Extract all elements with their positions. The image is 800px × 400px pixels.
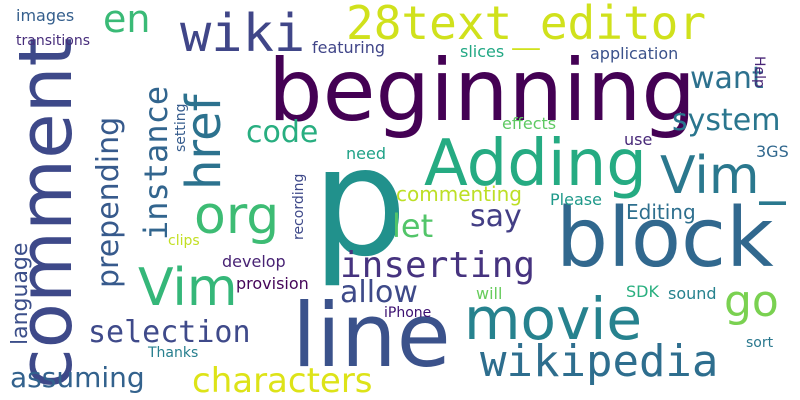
word-prepending: prepending: [91, 116, 126, 288]
word-sort: sort: [746, 335, 774, 351]
word-selection: selection: [88, 315, 251, 350]
word-vim: Vim: [138, 258, 238, 318]
word-slices: slices: [460, 42, 505, 61]
word-3gs: 3GS: [756, 142, 789, 161]
word-please: Please: [550, 190, 602, 209]
word-system: system: [672, 103, 781, 138]
word-movie: movie: [464, 285, 643, 353]
word-sdk: SDK: [626, 282, 659, 301]
word-language: language: [8, 242, 33, 345]
word-let: let: [392, 207, 434, 245]
word-provision: provision: [236, 274, 309, 293]
word-28text-editor: 28text_editor: [346, 0, 707, 50]
word-want: want: [690, 61, 764, 96]
word-will: will: [476, 284, 503, 303]
word-inserting: inserting: [340, 245, 536, 286]
word-editing: Editing: [626, 200, 696, 224]
word-transitions: transitions: [16, 33, 90, 49]
word-application: application: [590, 44, 679, 63]
word-line: line: [292, 284, 451, 387]
word-characters: characters: [192, 361, 373, 400]
word-wiki: wiki: [180, 4, 306, 64]
word-iphone: iPhone: [384, 305, 432, 321]
word-develop: develop: [222, 252, 286, 271]
word-go: go: [724, 276, 779, 327]
word-beginning: beginning: [268, 41, 696, 141]
word-en: en: [103, 0, 151, 41]
word-images: images: [16, 6, 75, 25]
word-code: code: [246, 115, 319, 150]
word-adding: Adding: [424, 127, 647, 201]
word-say: say: [470, 199, 522, 234]
word-instance: instance: [137, 85, 175, 240]
word-block: block: [556, 191, 774, 286]
word-need: need: [346, 144, 386, 163]
word-wikipedia: wikipedia: [480, 336, 719, 387]
word-org: org: [194, 186, 280, 246]
word-featuring: featuring: [312, 38, 386, 57]
word-effects: effects: [502, 114, 557, 133]
word-vim-underscore: Vim_: [660, 146, 786, 206]
word-thanks: Thanks: [148, 345, 199, 361]
word-allow: allow: [340, 275, 418, 310]
word-use: use: [624, 130, 653, 149]
word-p: p: [312, 116, 408, 290]
word-recording: recording: [291, 173, 307, 240]
word-assuming: assuming: [10, 361, 145, 394]
word-help: Help: [751, 56, 767, 88]
word-sound: sound: [668, 284, 717, 303]
word-setting: setting: [173, 103, 189, 152]
word-commenting: commenting: [396, 182, 522, 206]
word-clips: clips: [168, 233, 200, 249]
